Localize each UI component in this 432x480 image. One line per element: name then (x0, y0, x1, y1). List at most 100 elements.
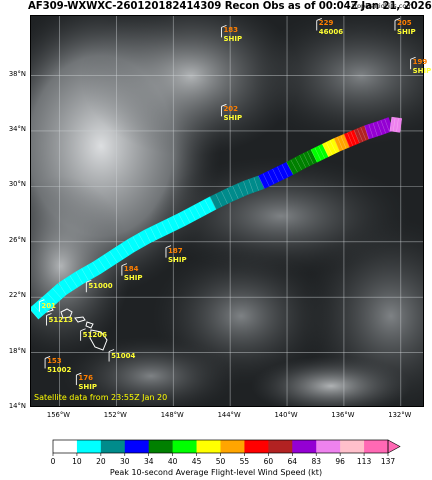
flight-track-segment (126, 229, 152, 253)
colorbar-extend-arrow (387, 439, 401, 454)
observation-label: 51002 (47, 366, 72, 375)
observation-value: 202 (223, 105, 239, 114)
wind-barb-tick (193, 205, 201, 218)
wind-barb-tick (243, 181, 249, 195)
colorbar-tick-label: 10 (72, 457, 82, 466)
colorbar-tick-label: 20 (96, 457, 106, 466)
wind-barb-tick (364, 125, 370, 140)
flight-track-segment (41, 283, 68, 309)
colorbar-swatch (76, 440, 102, 453)
lat-tick-label: 14°N (8, 402, 26, 410)
wind-barb-tick (368, 124, 374, 138)
wind-barb-tick (389, 117, 393, 132)
wind-barb-flag (394, 18, 401, 21)
map-canvas (31, 16, 423, 406)
colorbar-swatch (292, 440, 317, 453)
wind-barb-tick (69, 275, 78, 288)
site-credit: tropicaltidbits.com (352, 2, 413, 10)
lon-tick-label: 132°W (388, 411, 412, 419)
lon-tick-label: 148°W (160, 411, 184, 419)
observation-value: 205 (396, 19, 412, 28)
satellite-timestamp: Satellite data from 23:55Z Jan 20 (34, 393, 168, 402)
lat-tick-label: 26°N (8, 235, 26, 244)
observation-value: 187 (167, 246, 183, 255)
wind-barb-tick (33, 304, 43, 316)
observation-value: 176 (78, 374, 93, 383)
wind-barb-tick (286, 162, 294, 175)
wind-barb-tick (384, 118, 390, 133)
observation-station: 51004 (111, 351, 135, 360)
buoy-markers (38, 18, 416, 386)
wind-barb-tick (92, 262, 101, 275)
observation-value: 229 (318, 19, 334, 28)
colorbar-swatch (100, 440, 126, 453)
colorbar-swatch (148, 440, 173, 453)
wind-barb-tick (204, 199, 212, 213)
wind-barb-tick (150, 227, 157, 240)
wind-barb-flag (165, 245, 172, 249)
wind-barb-tick (183, 210, 191, 224)
map-title: AF309-WXWXC-260120182414309 Recon Obs as… (28, 1, 432, 12)
wind-barb-tick (109, 251, 118, 264)
wind-barb-tick (272, 168, 279, 182)
cloud-cover (31, 16, 423, 406)
wind-barb-tick (178, 213, 186, 226)
wind-barb-tick (314, 147, 322, 161)
wind-barb-tick (120, 243, 129, 256)
wind-barb-tick (277, 166, 284, 180)
observation-station: 202 SHIP (223, 105, 242, 122)
observation-value: 184 (123, 264, 139, 273)
wind-barb-tick (58, 282, 67, 295)
flight-track-segment (209, 188, 234, 210)
colorbar-swatch (220, 440, 245, 453)
wind-barb-tick (318, 145, 325, 159)
wind-barb-tick (347, 132, 354, 146)
wind-barb-tick (98, 258, 107, 271)
wind-barb-tick (376, 121, 383, 135)
lon-tick-label: 152°W (103, 411, 127, 419)
wind-barb-tick (81, 268, 89, 281)
wind-barb-tick (215, 193, 223, 207)
observation-label: SHIP (167, 255, 187, 264)
satellite-map (30, 15, 424, 407)
wind-barb-tick (144, 229, 151, 243)
lon-tick-label: 140°W (274, 411, 298, 419)
wind-barb-tick (167, 218, 174, 232)
colorbar-tick-label: 113 (357, 457, 372, 466)
colorbar-swatch (316, 440, 341, 453)
wind-barb-tick (155, 224, 163, 238)
wind-barb-tick (303, 153, 310, 166)
observation-label: 51206 (82, 330, 107, 339)
lat-tick-label: 18°N (8, 346, 26, 355)
observation-label: SHIP (78, 383, 97, 392)
wind-barb-flag (80, 328, 86, 332)
observation-label: SHIP (123, 273, 143, 282)
wind-barb-tick (340, 135, 347, 149)
wind-barb-tick (258, 175, 265, 189)
wind-barb-tick (392, 117, 396, 132)
wind-barb-flag (39, 299, 45, 303)
wind-barb-tick (63, 279, 73, 292)
wind-barb-tick (360, 127, 367, 141)
wind-barb-tick (281, 164, 289, 178)
wind-barb-tick (253, 177, 259, 191)
observation-label: 51213 (48, 315, 73, 324)
colorbar-tick-label: 40 (168, 457, 178, 466)
wind-barb-tick (103, 254, 112, 267)
flight-track-segment (322, 138, 341, 157)
observation-station: 153 51002 (47, 357, 71, 374)
wind-barb-flag (121, 263, 128, 267)
wind-barb-tick (138, 233, 146, 246)
wind-barb-tick (290, 159, 298, 173)
wind-barb-tick (294, 157, 302, 171)
colorbar-tick-label: 137 (381, 457, 396, 466)
colorbar-swatch (244, 440, 269, 453)
colorbar-tick-label: 34 (144, 457, 154, 466)
wind-barb-tick (87, 265, 95, 278)
wind-barb-tick (47, 292, 57, 304)
observation-label: SHIP (396, 28, 416, 37)
flight-track-segment (376, 117, 394, 136)
lat-tick-label: 22°N (8, 291, 26, 300)
colorbar-tick-label: 83 (311, 457, 321, 466)
wind-barb-tick (329, 140, 337, 154)
